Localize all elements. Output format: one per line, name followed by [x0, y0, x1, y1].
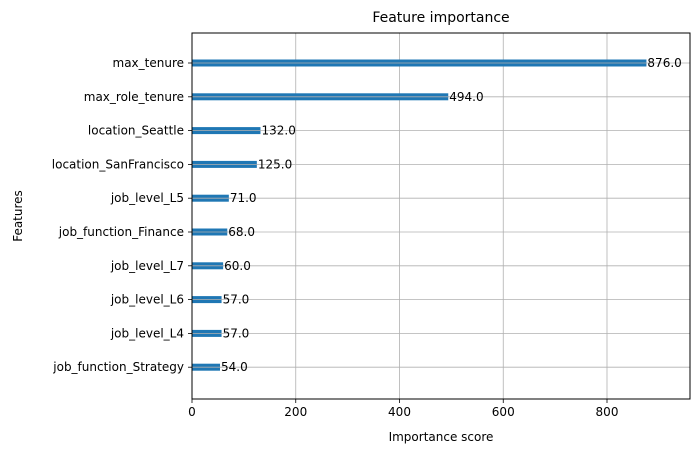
bars — [192, 59, 647, 371]
bar-value-label: 132.0 — [261, 124, 295, 138]
y-tick-label: job_level_L7 — [110, 259, 184, 273]
y-tick-label: job_level_L4 — [110, 326, 184, 340]
bar-value-label: 71.0 — [230, 191, 257, 205]
x-tick-label: 800 — [596, 405, 619, 419]
bar-value-label: 876.0 — [647, 56, 681, 70]
y-tick-label: max_role_tenure — [84, 90, 184, 104]
y-tick-label: job_level_L5 — [110, 191, 184, 205]
x-tick-label: 600 — [492, 405, 515, 419]
y-tick-label: job_level_L6 — [110, 293, 184, 307]
x-tick-label: 400 — [388, 405, 411, 419]
bar-value-label: 54.0 — [221, 360, 248, 374]
y-tick-label: max_tenure — [113, 56, 185, 70]
value-labels: 876.0 494.0 132.0 125.0 71.0 68.0 60.0 57.0 57.0… — [221, 56, 682, 374]
x-tick-label: 200 — [284, 405, 307, 419]
y-axis-title: Features — [11, 190, 25, 242]
bar-value-label: 60.0 — [224, 259, 251, 273]
bar-value-label: 125.0 — [258, 157, 292, 171]
x-tick-label: 0 — [188, 405, 196, 419]
x-axis-title: Importance score — [389, 430, 494, 444]
y-tick-label: job_function_Finance — [58, 225, 184, 239]
plot-frame — [191, 32, 691, 400]
grid — [191, 33, 690, 399]
bar-value-label: 494.0 — [449, 90, 483, 104]
y-axis: max_tenure max_role_tenure location_Seattl… — [52, 56, 192, 374]
bar-value-label: 57.0 — [223, 326, 250, 340]
x-axis: 0 200 400 600 800 — [188, 399, 618, 419]
y-tick-label: location_SanFrancisco — [52, 157, 184, 171]
chart-title: Feature importance — [372, 10, 509, 26]
bar-value-label: 68.0 — [228, 225, 255, 239]
bar-value-label: 57.0 — [223, 293, 250, 307]
y-tick-label: job_function_Strategy — [52, 360, 184, 374]
y-tick-label: location_Seattle — [88, 124, 184, 138]
